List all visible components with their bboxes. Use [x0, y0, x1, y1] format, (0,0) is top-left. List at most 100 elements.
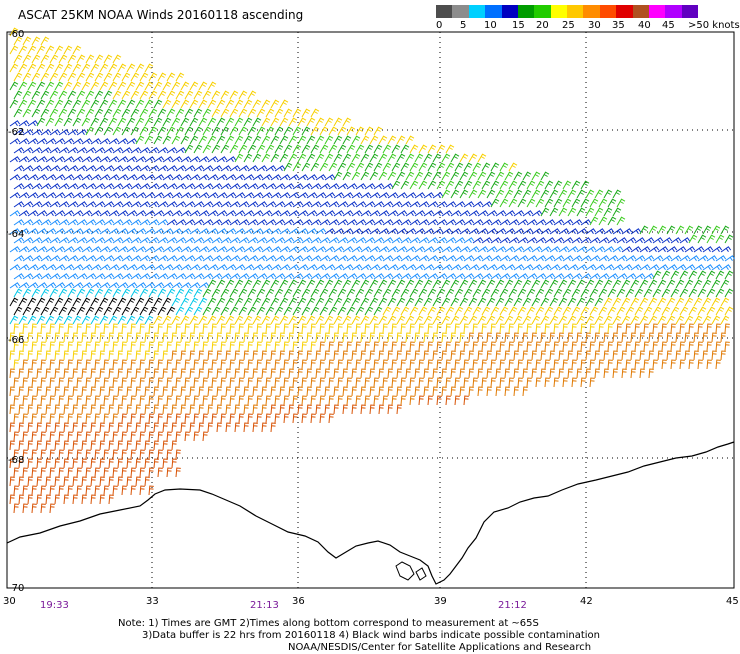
- wind-barb: [58, 54, 68, 64]
- wind-barb: [648, 297, 658, 307]
- wind-barb: [702, 246, 714, 253]
- wind-barb: [22, 503, 28, 514]
- wind-barb: [67, 431, 73, 442]
- wind-barb: [540, 264, 552, 271]
- wind-barb: [279, 210, 291, 217]
- wind-barb: [513, 246, 525, 253]
- wind-barb: [540, 315, 550, 325]
- wind-barb: [193, 108, 203, 118]
- wind-barb: [364, 341, 370, 352]
- wind-barb: [594, 368, 600, 379]
- wind-barb: [211, 323, 217, 334]
- wind-barb: [247, 144, 257, 154]
- wind-barb: [45, 264, 57, 271]
- wind-barb: [693, 315, 703, 325]
- wind-barb: [108, 228, 120, 235]
- wind-barb: [153, 210, 165, 217]
- wind-barb: [18, 63, 28, 73]
- wind-barb: [90, 350, 96, 361]
- wind-barb: [382, 306, 392, 316]
- wind-barb: [207, 279, 217, 289]
- wind-barb: [634, 288, 644, 298]
- wind-barb: [198, 264, 210, 271]
- wind-barb: [90, 156, 102, 163]
- wind-barb: [279, 404, 285, 415]
- legend-label: 10: [484, 20, 497, 31]
- wind-barb: [81, 315, 91, 325]
- wind-barb: [670, 359, 676, 370]
- wind-barb: [103, 219, 115, 226]
- wind-barb: [63, 210, 75, 217]
- wind-barb: [130, 431, 136, 442]
- pass-time-label: 21:12: [498, 600, 527, 611]
- wind-barb: [715, 306, 725, 316]
- wind-barb: [603, 246, 615, 253]
- wind-barb: [702, 279, 712, 289]
- wind-barb: [67, 485, 73, 496]
- wind-barb: [18, 297, 28, 307]
- wind-barb: [225, 228, 237, 235]
- wind-barb: [589, 377, 595, 388]
- wind-barb: [216, 386, 222, 397]
- wind-barb: [540, 189, 550, 199]
- wind-barb: [477, 279, 487, 289]
- wind-barb: [81, 368, 87, 379]
- wind-barb: [103, 255, 115, 262]
- lon-label: 36: [292, 596, 305, 607]
- wind-barb: [657, 350, 663, 361]
- wind-barb: [486, 332, 492, 343]
- wind-barb: [468, 264, 480, 271]
- wind-barb: [94, 90, 104, 100]
- wind-barb: [292, 144, 302, 154]
- wind-barb: [621, 332, 627, 343]
- wind-barb: [355, 359, 361, 370]
- wind-barb: [477, 210, 489, 217]
- wind-barb: [121, 255, 133, 262]
- wind-barb: [580, 198, 590, 208]
- wind-barb: [369, 279, 379, 289]
- wind-barb: [301, 162, 311, 172]
- wind-barb: [346, 237, 358, 244]
- wind-barb: [351, 171, 361, 181]
- wind-barb: [643, 237, 655, 244]
- wind-barb: [166, 323, 172, 334]
- wind-barb: [13, 395, 19, 406]
- wind-barb: [36, 264, 48, 271]
- wind-barb: [90, 99, 100, 109]
- wind-barb: [139, 273, 151, 280]
- wind-barb: [238, 273, 250, 280]
- wind-barb: [288, 117, 298, 127]
- wind-barb: [544, 198, 554, 208]
- wind-barb: [499, 180, 509, 190]
- wind-barb: [175, 90, 185, 100]
- wind-barb: [468, 315, 478, 325]
- wind-barb: [324, 246, 336, 253]
- wind-barb: [432, 264, 444, 271]
- wind-barb: [256, 237, 268, 244]
- wind-barb: [382, 288, 392, 298]
- wind-barb: [130, 147, 142, 154]
- wind-barb: [243, 264, 255, 271]
- wind-barb: [121, 431, 127, 442]
- wind-barb: [265, 201, 277, 208]
- wind-barb: [288, 315, 298, 325]
- wind-barb: [76, 237, 88, 244]
- wind-barb: [454, 237, 466, 244]
- wind-barb: [409, 306, 419, 316]
- wind-barb: [99, 315, 109, 325]
- wind-barb: [157, 237, 169, 244]
- wind-barb: [270, 350, 276, 361]
- wind-barb: [468, 332, 474, 343]
- wind-barb: [670, 306, 680, 316]
- wind-barb: [130, 219, 142, 226]
- wind-barb: [22, 288, 32, 298]
- wind-barb: [288, 350, 294, 361]
- wind-barb: [432, 332, 438, 343]
- wind-barb: [459, 210, 471, 217]
- wind-barb: [391, 237, 403, 244]
- wind-barb: [499, 288, 509, 298]
- wind-barb: [373, 306, 383, 316]
- wind-barb: [558, 350, 564, 361]
- wind-barb: [562, 255, 574, 262]
- wind-barb: [724, 341, 730, 352]
